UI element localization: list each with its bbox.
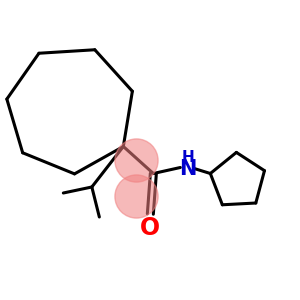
Circle shape: [115, 139, 158, 182]
Text: N: N: [179, 159, 196, 179]
Text: H: H: [182, 150, 194, 165]
Circle shape: [115, 175, 158, 218]
Text: O: O: [140, 216, 160, 240]
